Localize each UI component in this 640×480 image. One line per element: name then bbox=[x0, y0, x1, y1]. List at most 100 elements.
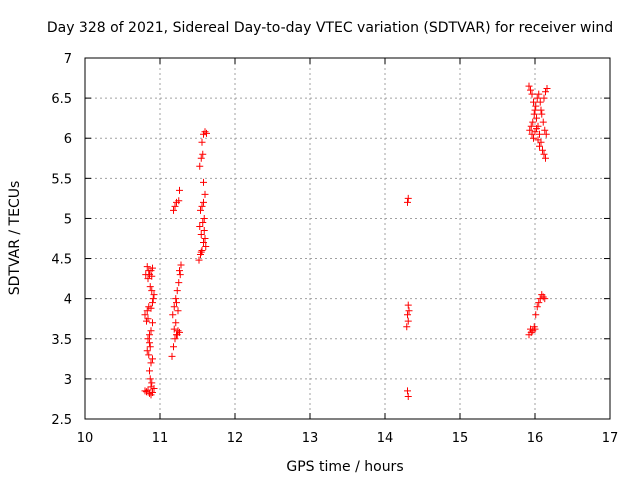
data-point bbox=[201, 190, 209, 198]
data-point bbox=[527, 86, 534, 94]
data-point bbox=[172, 319, 180, 327]
data-point bbox=[526, 126, 534, 134]
data-point bbox=[539, 293, 547, 301]
data-point bbox=[538, 110, 546, 118]
data-point bbox=[173, 331, 181, 339]
y-tick-label: 5.5 bbox=[51, 172, 72, 187]
data-point bbox=[530, 134, 537, 142]
data-point bbox=[537, 106, 545, 114]
data-point bbox=[201, 128, 209, 136]
data-point bbox=[533, 114, 540, 122]
data-point bbox=[173, 287, 181, 295]
data-point bbox=[404, 194, 412, 202]
data-point bbox=[146, 367, 153, 375]
data-point bbox=[149, 295, 157, 303]
data-point bbox=[536, 98, 544, 106]
data-point bbox=[142, 271, 150, 279]
y-tick-label: 2.5 bbox=[51, 413, 72, 428]
y-tick-label: 3 bbox=[64, 373, 72, 388]
data-point bbox=[149, 355, 156, 363]
y-axis-label: SDTVAR / TECUs bbox=[7, 181, 23, 296]
data-point bbox=[198, 138, 206, 146]
data-point bbox=[533, 303, 541, 311]
data-point bbox=[195, 256, 203, 264]
data-point bbox=[150, 291, 158, 299]
plot-frame bbox=[84, 57, 611, 420]
data-point bbox=[199, 218, 207, 226]
data-point bbox=[199, 150, 207, 158]
data-point bbox=[143, 388, 150, 396]
data-point bbox=[540, 94, 548, 102]
data-point bbox=[147, 327, 155, 335]
data-point bbox=[146, 343, 154, 351]
data-point bbox=[146, 331, 153, 339]
data-point bbox=[144, 386, 152, 394]
data-point bbox=[149, 319, 156, 327]
data-point bbox=[197, 154, 205, 162]
data-point bbox=[147, 304, 155, 312]
data-point bbox=[534, 136, 542, 144]
y-tick-label: 7 bbox=[64, 52, 72, 67]
data-point bbox=[168, 352, 176, 360]
x-tick-label: 17 bbox=[602, 431, 619, 446]
data-point bbox=[172, 295, 180, 303]
data-point bbox=[143, 307, 151, 315]
data-point bbox=[202, 243, 210, 251]
data-point bbox=[146, 375, 154, 383]
data-point bbox=[529, 118, 537, 126]
data-point bbox=[146, 339, 153, 347]
data-point bbox=[200, 239, 207, 247]
data-point bbox=[141, 311, 149, 319]
x-tick-label: 16 bbox=[527, 431, 544, 446]
data-point bbox=[198, 247, 206, 255]
data-point bbox=[146, 389, 153, 397]
data-point bbox=[174, 327, 182, 335]
x-tick-label: 12 bbox=[227, 431, 244, 446]
data-point bbox=[532, 102, 540, 110]
data-point bbox=[141, 387, 149, 395]
data-point bbox=[197, 206, 204, 214]
data-point bbox=[177, 261, 185, 269]
data-point bbox=[175, 279, 183, 287]
data-point bbox=[203, 129, 210, 137]
data-point bbox=[528, 90, 536, 98]
data-point bbox=[149, 264, 156, 272]
data-point bbox=[146, 283, 154, 291]
y-tick-label: 4 bbox=[64, 293, 72, 308]
data-point bbox=[196, 162, 204, 170]
data-point bbox=[145, 267, 153, 275]
chart-title: Day 328 of 2021, Sidereal Day-to-day VTE… bbox=[47, 20, 613, 36]
data-point bbox=[197, 230, 205, 238]
x-tick-label: 15 bbox=[452, 431, 469, 446]
y-tick-label: 3.5 bbox=[51, 333, 72, 348]
data-point bbox=[404, 393, 412, 401]
data-point bbox=[541, 126, 549, 134]
data-point bbox=[527, 122, 535, 130]
data-point bbox=[542, 154, 549, 162]
x-tick-label: 11 bbox=[152, 431, 169, 446]
data-point bbox=[196, 222, 204, 230]
data-point bbox=[527, 328, 535, 336]
data-point bbox=[539, 146, 546, 154]
data-point bbox=[532, 311, 540, 319]
data-point bbox=[542, 130, 550, 138]
x-tick-label: 14 bbox=[377, 431, 394, 446]
data-point bbox=[149, 389, 156, 397]
data-point bbox=[200, 226, 208, 234]
data-point bbox=[535, 90, 543, 98]
data-point bbox=[147, 383, 155, 391]
data-point bbox=[174, 307, 182, 315]
data-point bbox=[533, 94, 541, 102]
data-point bbox=[148, 272, 156, 280]
data-point bbox=[176, 267, 183, 275]
data-point bbox=[404, 301, 412, 309]
data-point bbox=[541, 295, 549, 303]
data-point bbox=[198, 202, 206, 210]
data-point bbox=[143, 347, 151, 355]
data-point bbox=[533, 125, 540, 133]
data-point bbox=[404, 311, 411, 319]
data-point bbox=[176, 186, 183, 194]
data-point bbox=[200, 198, 207, 206]
data-point bbox=[540, 150, 548, 158]
